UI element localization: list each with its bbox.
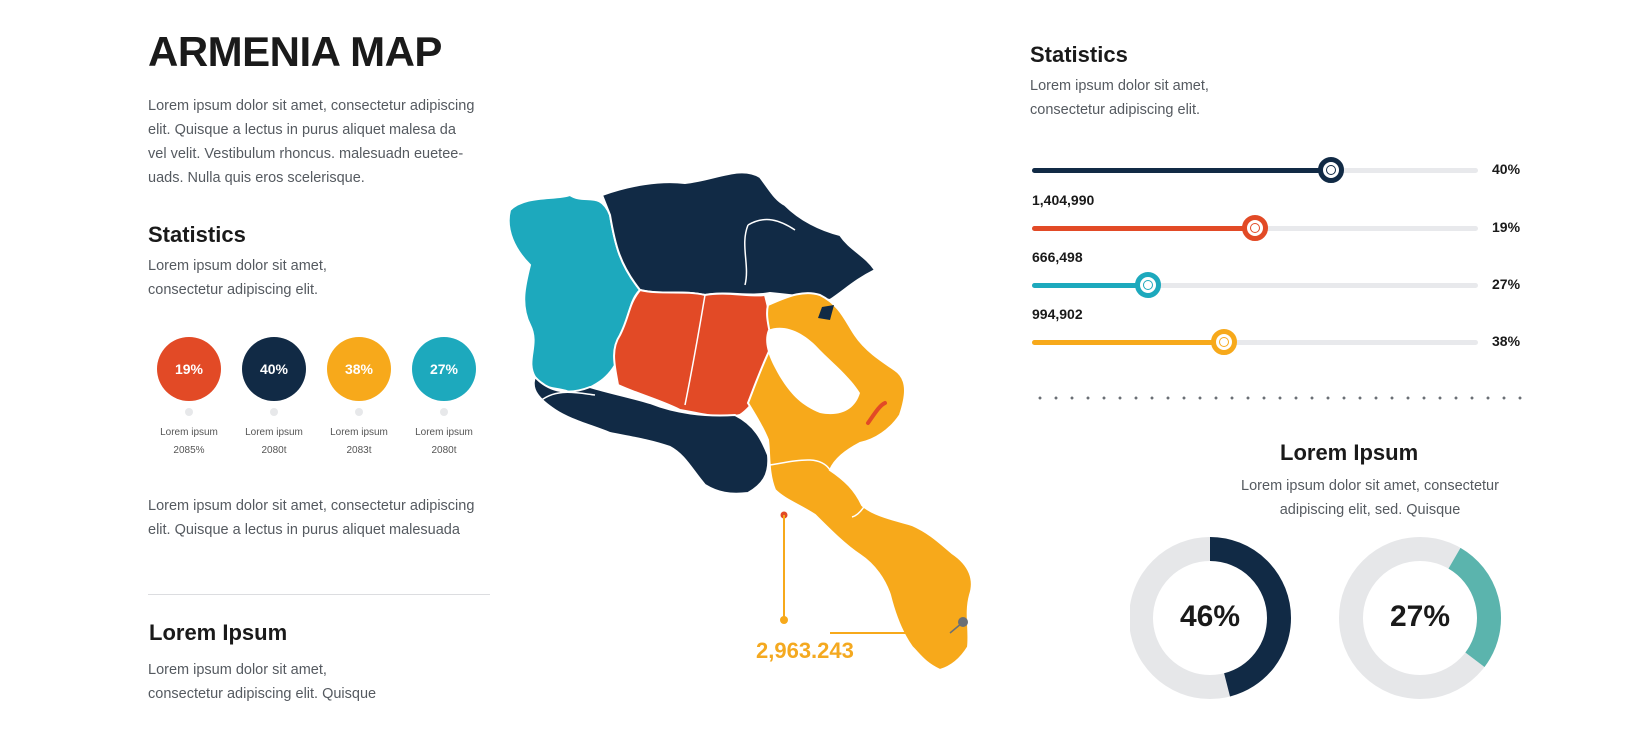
- caption-label: Lorem ipsum: [415, 427, 473, 438]
- stat-circle-red: 19%: [157, 337, 221, 401]
- bar-knob: [1318, 157, 1344, 183]
- body-line: elit. Quisque a lectus in purus aliquet …: [148, 522, 460, 538]
- donut-arc-46: [1130, 537, 1291, 699]
- bar-fill: [1032, 226, 1255, 231]
- bar-knob-center: [1250, 223, 1260, 233]
- bar-percent: 27%: [1492, 276, 1521, 292]
- right-statistics-title: Statistics: [1030, 42, 1128, 67]
- caption-sub: 2083t: [346, 445, 372, 456]
- bar-value: 666,498: [1032, 249, 1083, 265]
- left-body-text: Lorem ipsum dolor sit amet, consectetur …: [148, 494, 474, 542]
- desc-line: Lorem ipsum dolor sit amet,: [148, 258, 327, 274]
- donut-section-title: Lorem Ipsum: [1280, 440, 1419, 465]
- intro-line: vel velit. Vestibulum rhoncus. malesuadn…: [148, 146, 464, 162]
- desc-line: consectetur adipiscing elit.: [1030, 102, 1201, 118]
- bar-knob-center: [1219, 337, 1229, 347]
- lake-sevan: [766, 327, 860, 415]
- caption-label: Lorem ipsum: [245, 427, 303, 438]
- desc-line: Lorem ipsum dolor sit amet, consectetur: [1241, 478, 1499, 494]
- donut-section-desc: Lorem ipsum dolor sit amet, consectetur …: [1220, 474, 1520, 522]
- bar-knob-center: [1143, 280, 1153, 290]
- left-footer-desc: Lorem ipsum dolor sit amet, consectetur …: [148, 658, 376, 706]
- bar-percent: 40%: [1492, 161, 1521, 177]
- caption-sub: 2080t: [431, 445, 457, 456]
- right-statistics-desc: Lorem ipsum dolor sit amet, consectetur …: [1030, 74, 1209, 122]
- intro-line: uads. Nulla quis eros scelerisque.: [148, 170, 365, 186]
- donut-value: 27%: [1389, 600, 1451, 633]
- caption-sub: 2085%: [173, 445, 205, 456]
- bar-knob-center: [1326, 165, 1336, 175]
- stat-circle-teal: 27%: [412, 337, 476, 401]
- divider: [148, 594, 490, 595]
- donut-value: 46%: [1179, 600, 1241, 633]
- map-region-navy-north: [600, 171, 877, 302]
- intro-text: Lorem ipsum dolor sit amet, consectetur …: [148, 94, 508, 190]
- body-line: Lorem ipsum dolor sit amet, consectetur …: [148, 498, 475, 514]
- intro-line: elit. Quisque a lectus in purus aliquet …: [148, 122, 456, 138]
- map-region-teal: [507, 193, 642, 397]
- bar-value: 1,404,990: [1032, 192, 1095, 208]
- connector-dot: [355, 408, 363, 416]
- left-statistics-desc: Lorem ipsum dolor sit amet, consectetur …: [148, 254, 327, 302]
- circle-caption: Lorem ipsum 2085%: [149, 424, 229, 460]
- page-title: ARMENIA MAP: [148, 28, 442, 75]
- connector-dot: [440, 408, 448, 416]
- map-region-navy-south: [532, 375, 770, 495]
- bar-knob: [1242, 215, 1268, 241]
- bar-percent: 38%: [1492, 333, 1521, 349]
- dotted-divider: [1032, 396, 1522, 400]
- connector-dot: [270, 408, 278, 416]
- bar-fill: [1032, 168, 1331, 173]
- bar-track: [1032, 283, 1478, 288]
- circle-caption: Lorem ipsum 2083t: [319, 424, 399, 460]
- donut-arc-27: [1339, 537, 1501, 699]
- caption-label: Lorem ipsum: [160, 427, 218, 438]
- bar-value: 994,902: [1032, 306, 1083, 322]
- stat-circle-yellow: 38%: [327, 337, 391, 401]
- connector-dot: [185, 408, 193, 416]
- left-statistics-title: Statistics: [148, 222, 246, 247]
- footer-line: consectetur adipiscing elit. Quisque: [148, 686, 377, 702]
- bar-percent: 19%: [1492, 219, 1521, 235]
- bar-fill: [1032, 340, 1224, 345]
- caption-sub: 2080t: [261, 445, 287, 456]
- bar-fill: [1032, 283, 1148, 288]
- bar-knob: [1135, 272, 1161, 298]
- intro-line: Lorem ipsum dolor sit amet, consectetur …: [148, 98, 475, 114]
- armenia-map: [507, 171, 973, 672]
- circle-caption: Lorem ipsum 2080t: [234, 424, 314, 460]
- donut-charts: [1130, 537, 1501, 699]
- bar-knob: [1211, 329, 1237, 355]
- map-exclave: [818, 305, 834, 320]
- footer-line: Lorem ipsum dolor sit amet,: [148, 662, 327, 678]
- map-callout-value: 2,963.243: [756, 638, 854, 663]
- desc-line: consectetur adipiscing elit.: [148, 282, 319, 298]
- desc-line: adipiscing elit, sed. Quisque: [1279, 502, 1461, 518]
- stat-circle-navy: 40%: [242, 337, 306, 401]
- caption-label: Lorem ipsum: [330, 427, 388, 438]
- desc-line: Lorem ipsum dolor sit amet,: [1030, 78, 1209, 94]
- left-footer-title: Lorem Ipsum: [149, 620, 288, 645]
- bar-track: [1032, 340, 1478, 345]
- circle-caption: Lorem ipsum 2080t: [404, 424, 484, 460]
